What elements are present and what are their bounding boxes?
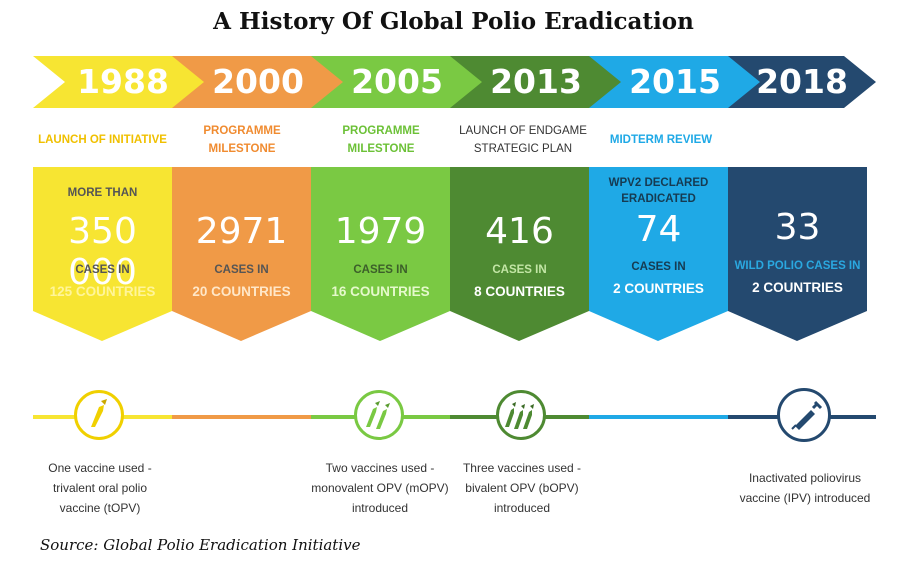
- stat-prefix: WPV2 DECLARED: [608, 177, 709, 189]
- vaccine-line: bivalent OPV (bOPV): [465, 481, 579, 495]
- year-label: 2005: [351, 62, 443, 101]
- year-label: 2015: [629, 62, 721, 101]
- stat-cases: WILD POLIO CASES IN: [734, 260, 861, 272]
- vaccine-line: trivalent oral polio: [52, 481, 148, 495]
- year-chevron-2013: 2013: [450, 56, 622, 108]
- vaccine-line: Inactivated poliovirus: [748, 471, 862, 485]
- vaccine-line: Three vaccines used -: [462, 461, 582, 475]
- vaccine-line: vaccine (tOPV): [59, 501, 141, 515]
- triple-dropper-icon: [496, 390, 546, 440]
- stat-cases: CASES IN: [353, 264, 408, 276]
- stat-card-1988: MORE THAN 350 000 CASES IN 125 COUNTRIES: [33, 167, 172, 341]
- stat-prefix: MORE THAN: [67, 187, 138, 199]
- stat-number: 2971: [195, 211, 288, 252]
- stat-prefix: ERADICATED: [621, 193, 696, 205]
- stat-cases: CASES IN: [75, 264, 130, 276]
- stat-card-2015: WPV2 DECLARED ERADICATED 74 CASES IN 2 C…: [589, 167, 728, 341]
- stat-countries: 8 COUNTRIES: [474, 284, 565, 299]
- year-label: 1988: [77, 62, 169, 101]
- label-line: STRATEGIC PLAN: [473, 143, 573, 155]
- stat-card-2013: 416 CASES IN 8 COUNTRIES: [450, 167, 589, 341]
- timeline-segment: [172, 415, 311, 419]
- year-chevron-2018: 2018: [728, 56, 876, 108]
- stat-countries: 125 COUNTRIES: [49, 284, 156, 299]
- vaccine-note-IPV: Inactivated poliovirus vaccine (IPV) int…: [715, 468, 895, 508]
- year-label: 2000: [212, 62, 304, 101]
- year-label: 2018: [756, 62, 848, 101]
- label-line: MIDTERM REVIEW: [609, 134, 713, 146]
- stat-number: 416: [485, 211, 554, 252]
- milestone-label-2015: MIDTERM REVIEW: [591, 118, 731, 162]
- stat-countries: 2 COUNTRIES: [752, 280, 843, 295]
- milestone-label-2005: PROGRAMME MILESTONE: [311, 118, 451, 162]
- double-dropper-icon: [354, 390, 404, 440]
- stat-card-2005: 1979 CASES IN 16 COUNTRIES: [311, 167, 450, 341]
- syringe-icon: [777, 388, 831, 442]
- label-line: PROGRAMME MILESTONE: [342, 125, 420, 155]
- stat-cases: CASES IN: [492, 264, 547, 276]
- year-chevron-2000: 2000: [172, 56, 344, 108]
- vaccine-line: monovalent OPV (mOPV): [311, 481, 449, 495]
- vaccine-note-mOPV: Two vaccines used - monovalent OPV (mOPV…: [290, 458, 470, 518]
- stat-number: 350 000: [68, 211, 137, 293]
- label-line: LAUNCH OF ENDGAME: [459, 125, 587, 137]
- vaccine-note-tOPV: One vaccine used - trivalent oral polio …: [10, 458, 190, 518]
- stat-number: 33: [774, 207, 821, 248]
- vaccine-line: introduced: [351, 501, 409, 515]
- vaccine-line: Two vaccines used -: [325, 461, 435, 475]
- year-chevron-2005: 2005: [311, 56, 483, 108]
- vaccine-line: introduced: [493, 501, 551, 515]
- label-line: LAUNCH OF INITIATIVE: [38, 134, 167, 146]
- label-line: PROGRAMME MILESTONE: [203, 125, 281, 155]
- stat-cases: CASES IN: [214, 264, 269, 276]
- stat-countries: 20 COUNTRIES: [192, 284, 291, 299]
- milestone-label-2000: PROGRAMME MILESTONE: [172, 118, 312, 162]
- year-label: 2013: [490, 62, 582, 101]
- year-chevron-2015: 2015: [589, 56, 761, 108]
- single-dropper-icon: [74, 390, 124, 440]
- timeline-segment: [589, 415, 728, 419]
- milestone-label-1988: LAUNCH OF INITIATIVE: [35, 118, 170, 162]
- page-title: A History Of Global Polio Eradication: [213, 8, 694, 35]
- year-chevron-1988: 1988: [33, 56, 205, 108]
- vaccine-line: One vaccine used -: [48, 461, 152, 475]
- stat-countries: 2 COUNTRIES: [613, 281, 704, 296]
- source-note: Source: Global Polio Eradication Initiat…: [40, 536, 361, 554]
- stat-cases: CASES IN: [631, 261, 686, 273]
- vaccine-note-bOPV: Three vaccines used - bivalent OPV (bOPV…: [432, 458, 612, 518]
- vaccine-line: vaccine (IPV) introduced: [739, 491, 871, 505]
- stat-card-2018: 33 WILD POLIO CASES IN 2 COUNTRIES: [728, 167, 867, 341]
- stat-countries: 16 COUNTRIES: [331, 284, 430, 299]
- milestone-label-2013: LAUNCH OF ENDGAME STRATEGIC PLAN: [453, 118, 593, 162]
- stat-number: 74: [635, 209, 682, 250]
- stat-number: 1979: [334, 211, 427, 252]
- stat-card-2000: 2971 CASES IN 20 COUNTRIES: [172, 167, 311, 341]
